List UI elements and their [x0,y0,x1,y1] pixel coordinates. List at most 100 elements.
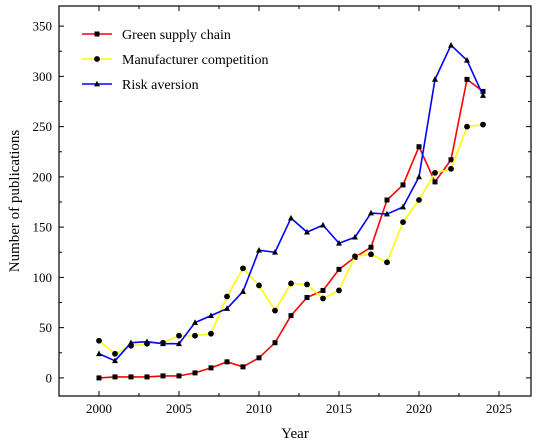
data-point [464,57,470,63]
data-point [208,330,214,337]
data-point [432,169,438,176]
x-axis-title: Year [281,426,309,442]
axes: 2000 2005 2010 2015 2020 2025 0 50 100 150 200 250 3… [33,6,531,416]
data-point [144,338,150,345]
series-line [98,78,484,379]
data-point [192,332,198,339]
data-point [112,357,118,364]
data-point [416,173,422,180]
y-tick-label: 50 [39,320,52,335]
series-circle [96,121,486,357]
y-tick-label: 0 [46,370,53,385]
data-point [464,123,470,130]
data-point [256,246,262,253]
data-point [320,221,326,228]
data-point [128,339,134,346]
legend-entry: Green supply chain [82,28,231,43]
data-point [96,375,102,381]
y-tick-label: 100 [33,270,53,285]
data-point [384,259,390,266]
data-point [352,233,358,240]
data-point [96,337,102,344]
data-point [208,312,214,318]
y-tick-label: 250 [33,119,53,134]
data-point [432,76,438,82]
data-point [384,210,390,217]
data-point [400,203,406,210]
data-point [160,340,166,347]
y-axis-title: Number of publications [7,130,23,273]
data-point [352,253,358,260]
legend-marker [94,80,100,87]
x-tick-label: 2005 [166,401,192,416]
plot-frame [58,5,532,397]
data-point [448,157,454,163]
data-point [224,293,230,300]
legend-marker [94,56,100,62]
legend-label: Risk aversion [122,78,199,93]
data-point [144,374,150,380]
data-point [368,244,374,250]
y-tick-label: 150 [33,220,53,235]
data-point [384,197,390,203]
x-tick-label: 2020 [406,401,432,416]
x-tick-label: 2015 [326,401,352,416]
data-point [480,88,486,94]
data-point [192,370,198,376]
series-group [96,41,486,381]
data-point [304,281,310,288]
data-point [368,209,374,216]
data-point [224,305,230,311]
data-point [336,266,342,272]
data-point [416,144,422,150]
legend-entry: Manufacturer competition [82,53,269,68]
data-point [176,373,182,379]
legend-entry: Risk aversion [82,78,199,93]
data-point [240,364,246,370]
data-point [160,373,166,379]
data-point [256,355,262,361]
data-point [176,340,182,347]
data-point [480,121,486,128]
data-point [272,249,278,255]
data-point [256,282,262,289]
data-point [416,197,422,203]
data-point [96,350,102,357]
legend-label: Manufacturer competition [122,53,269,68]
data-point [400,219,406,226]
x-tick-label: 2025 [486,401,512,416]
data-point [208,365,214,371]
y-tick-label: 300 [33,69,53,84]
data-point [192,319,198,325]
data-point [400,182,406,188]
data-point [224,359,230,365]
data-point [128,374,134,380]
data-point [480,92,486,98]
data-point [112,350,118,357]
legend-marker [94,31,100,37]
data-point [288,313,294,319]
data-point [240,288,246,294]
data-point [464,76,470,82]
x-tick-label: 2000 [86,401,112,416]
data-point [240,265,246,272]
y-tick-label: 200 [33,169,53,184]
data-point [288,214,294,221]
y-tick-label: 350 [33,19,53,34]
data-point [272,340,278,346]
data-point [304,294,310,300]
data-point [448,41,454,48]
data-point [448,165,454,172]
legend: Green supply chain Manufacturer competiti… [82,28,269,93]
data-point [112,374,118,380]
data-point [272,307,278,314]
data-point [368,251,374,258]
data-point [176,332,182,339]
data-point [288,280,294,287]
legend-label: Green supply chain [122,28,231,43]
data-point [336,287,342,294]
series-triangle [96,41,486,364]
data-point [336,239,342,246]
data-point [320,287,326,293]
